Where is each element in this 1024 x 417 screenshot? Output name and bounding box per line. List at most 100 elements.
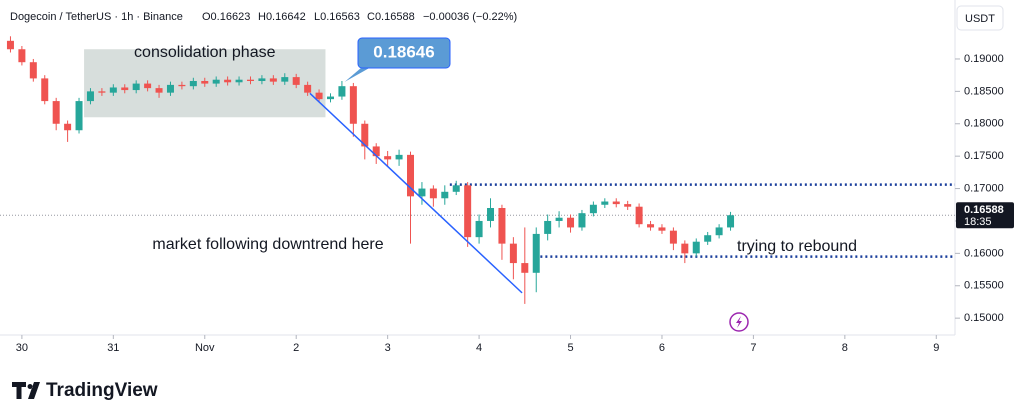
candle-body [624,204,632,207]
candle-body [601,201,609,205]
trend-line [309,92,523,294]
lightning-icon[interactable] [729,312,749,332]
candle-body [326,96,334,100]
candle-body [304,84,312,93]
x-tick-label: 6 [659,342,665,354]
x-tick-label: 7 [750,342,756,354]
x-tick-label: 2 [293,342,299,354]
y-tick-label: 0.17500 [964,150,1004,162]
candle-body [98,91,106,93]
y-tick-label: 0.19000 [964,53,1004,65]
candle-body [464,185,472,238]
candle-body [155,88,163,93]
candle-body [635,206,643,225]
candle-body [132,83,140,91]
candle-body [201,80,209,84]
candle-body [281,77,289,82]
candle-body [338,86,346,97]
ohlc-open: O0.16623 [202,11,250,23]
candle-body [86,91,94,102]
candle-body [75,101,83,131]
candle-body [498,207,506,244]
candle-body [349,86,357,124]
icon-bolt[interactable] [736,316,742,328]
candle-body [704,235,712,242]
y-tick-label: 0.18000 [964,118,1004,130]
candle-body [246,79,254,81]
consolidation-label: consolidation phase [134,44,276,61]
trend-label: market following downtrend here [152,236,383,253]
candle-body [658,227,666,231]
candle-body [64,123,72,131]
countdown: 18:35 [964,216,992,228]
ohlc-close: C0.16588 [367,11,415,23]
candle-body [41,78,49,102]
callout-box [357,37,451,69]
candle-body [109,87,117,93]
x-tick-label: 3 [385,342,391,354]
candle-body [407,154,415,197]
candle-body [681,243,689,254]
candle-body [315,92,323,100]
plot: consolidation phase trying to rebound mark… [0,36,955,304]
last-price-label: 0.16588 [964,204,1004,216]
candle-body [715,227,723,236]
candle-body [292,77,300,85]
candle-body [29,62,37,79]
candle-body [647,224,655,228]
change: −0.00036 (−0.22%) [423,11,517,23]
y-tick-label: 0.17000 [964,182,1004,194]
candle-body [361,123,369,147]
candle-body [452,185,460,192]
candle-body [555,217,563,221]
axes: 0.150000.155000.160000.165000.170000.175… [16,53,1014,354]
icon-circle[interactable] [729,312,749,332]
candle-body [18,49,26,63]
candle-body [475,220,483,238]
candle-body [212,79,220,84]
y-tick-label: 0.18500 [964,85,1004,97]
ohlc-low: L0.16563 [314,11,360,23]
candle-body [258,78,266,81]
x-tick-label: 4 [476,342,482,354]
candle-body [567,217,575,228]
y-tick-label: 0.16000 [964,247,1004,259]
candle-body [166,84,174,93]
candle-body [224,79,232,83]
candle-body [418,188,426,197]
candle-body [429,188,437,199]
y-tick-label: 0.15000 [964,312,1004,324]
x-tick-label: 9 [933,342,939,354]
header: Dogecoin / TetherUS · 1h · Binance O0.16… [10,11,517,23]
candle-body [144,83,152,89]
candle-body [487,207,495,221]
ohlc-high: H0.16642 [258,11,306,23]
last-price-tag [956,202,1014,229]
candle-body [235,79,243,83]
currency-button[interactable] [956,5,1004,31]
logo-mark [12,382,40,399]
candle-body [578,213,586,228]
candle-body [395,154,403,160]
candle-body [384,156,392,160]
candle-body [589,204,597,214]
currency[interactable]: USDT [965,13,995,25]
symbol: Dogecoin / TetherUS · 1h · Binance [10,11,183,23]
candle-body [544,220,552,234]
candle-body [612,201,620,205]
candle-body [372,146,380,157]
x-tick-label: 30 [16,342,28,354]
x-tick-label: 5 [567,342,573,354]
candle-body [121,87,129,91]
x-tick-label: Nov [195,342,215,354]
candle-body [52,101,60,124]
level-label: trying to rebound [737,238,857,255]
logo: TradingView [12,380,158,401]
candle-body [521,263,529,273]
candle-body [269,78,277,82]
y-tick-label: 0.15500 [964,280,1004,292]
candle-body [6,40,14,50]
x-tick-label: 31 [107,342,119,354]
brand: TradingView [46,380,158,401]
